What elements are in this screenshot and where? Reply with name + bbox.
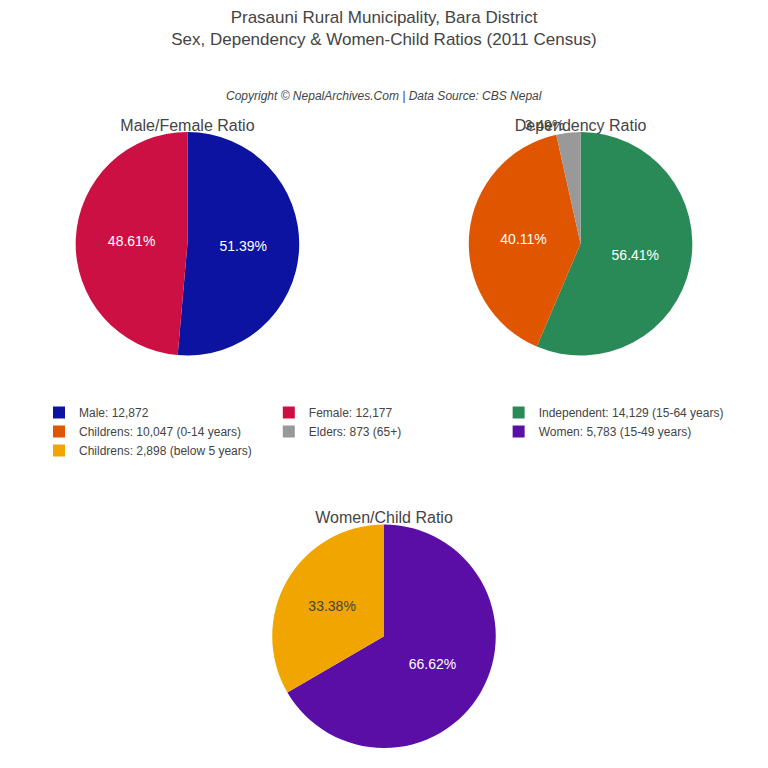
svg-text:Childrens: 10,047 (0-14 years): Childrens: 10,047 (0-14 years) [79,425,241,439]
svg-text:Childrens: 2,898 (below 5 year: Childrens: 2,898 (below 5 years) [79,444,252,458]
svg-text:3.49%: 3.49% [525,117,565,133]
svg-text:Women/Child Ratio: Women/Child Ratio [315,509,453,526]
svg-text:Elders: 873 (65+): Elders: 873 (65+) [309,425,401,439]
svg-text:Copyright © NepalArchives.Com: Copyright © NepalArchives.Com | Data Sou… [226,89,542,103]
svg-text:40.11%: 40.11% [500,231,546,247]
svg-text:Women: 5,783 (15-49 years): Women: 5,783 (15-49 years) [539,425,692,439]
svg-text:Male/Female Ratio: Male/Female Ratio [120,117,254,134]
svg-text:Female: 12,177: Female: 12,177 [309,406,393,420]
svg-text:33.38%: 33.38% [308,598,355,614]
svg-text:56.41%: 56.41% [612,247,659,263]
svg-text:Prasauni Rural Municipality, B: Prasauni Rural Municipality, Bara Distri… [171,8,597,49]
svg-text:Independent: 14,129 (15-64 yea: Independent: 14,129 (15-64 years) [539,406,724,420]
svg-text:Dependency Ratio: Dependency Ratio [515,117,647,134]
svg-text:66.62%: 66.62% [409,656,456,672]
svg-text:48.61%: 48.61% [108,233,155,249]
svg-text:Male: 12,872: Male: 12,872 [79,406,149,420]
svg-text:51.39%: 51.39% [220,238,267,254]
